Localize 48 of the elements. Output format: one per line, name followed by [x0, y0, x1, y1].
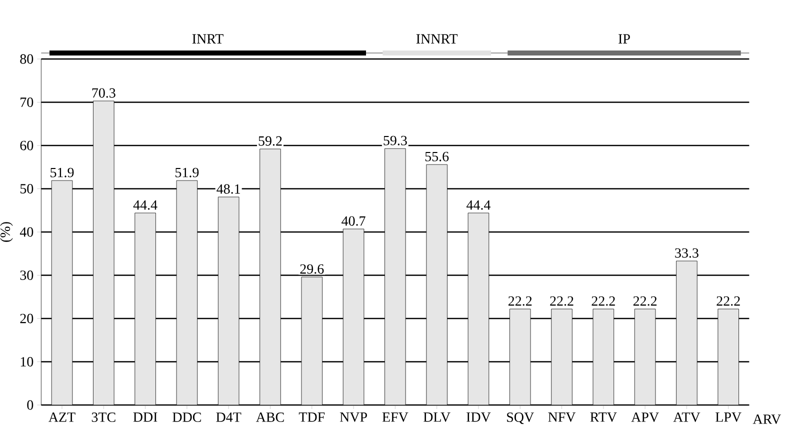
x-tick-label: DDI — [133, 412, 158, 422]
x-tick-label: LPV — [716, 412, 742, 422]
y-axis-title: (%) — [0, 222, 13, 242]
x-tick-label: D4T — [216, 412, 242, 422]
data-label: 22.2 — [716, 296, 740, 306]
y-tick-label: 70 — [20, 98, 34, 107]
data-label: 48.1 — [216, 184, 240, 194]
x-tick-label: TDF — [298, 412, 325, 422]
x-tick-label: AZT — [48, 412, 76, 422]
y-tick-label: 80 — [20, 54, 34, 64]
data-label: 59.2 — [258, 136, 282, 146]
x-tick-label: RTV — [590, 412, 617, 422]
text: INNRT — [416, 34, 458, 44]
data-label: 22.2 — [508, 296, 532, 306]
text: IP — [618, 34, 630, 44]
data-label: 44.4 — [133, 200, 158, 210]
y-tick-label: 30 — [20, 270, 34, 280]
y-tick-label: 20 — [20, 314, 34, 324]
x-tick-label: ABC — [256, 412, 284, 422]
data-label: 29.6 — [300, 264, 324, 274]
x-tick-label: NVP — [340, 412, 367, 422]
x-tick-label: APV — [631, 412, 659, 422]
x-tick-label: SQV — [507, 412, 534, 424]
y-tick-label: 40 — [20, 227, 34, 237]
x-tick-label: NFV — [548, 412, 576, 422]
data-label: 40.7 — [342, 216, 366, 226]
data-label: 59.3 — [384, 136, 407, 146]
x-tick-label: ATV — [673, 412, 700, 422]
x-tick-label: IDV — [466, 412, 491, 422]
text: INRT — [192, 34, 224, 44]
data-label: 22.2 — [550, 296, 574, 306]
y-tick-label: 60 — [20, 140, 34, 150]
y-tick-label: 10 — [20, 357, 34, 366]
x-tick-label: DLV — [423, 412, 450, 422]
y-tick-label: 50 — [20, 184, 34, 194]
data-label: 44.4 — [466, 200, 491, 210]
data-label: 51.9 — [50, 168, 74, 178]
data-label: 33.3 — [675, 248, 698, 258]
x-tick-label: 3TC — [92, 412, 116, 422]
x-tick-label: EFV — [382, 412, 408, 422]
y-tick-label: 0 — [27, 400, 34, 410]
x-tick-label: DDC — [172, 412, 201, 422]
x-axis-title: ARV — [752, 414, 781, 424]
data-label: 22.2 — [633, 296, 657, 306]
data-label: 70.3 — [92, 88, 116, 98]
data-label: 55.6 — [425, 152, 449, 162]
data-label: 22.2 — [592, 296, 615, 306]
data-label: 51.9 — [176, 168, 199, 178]
